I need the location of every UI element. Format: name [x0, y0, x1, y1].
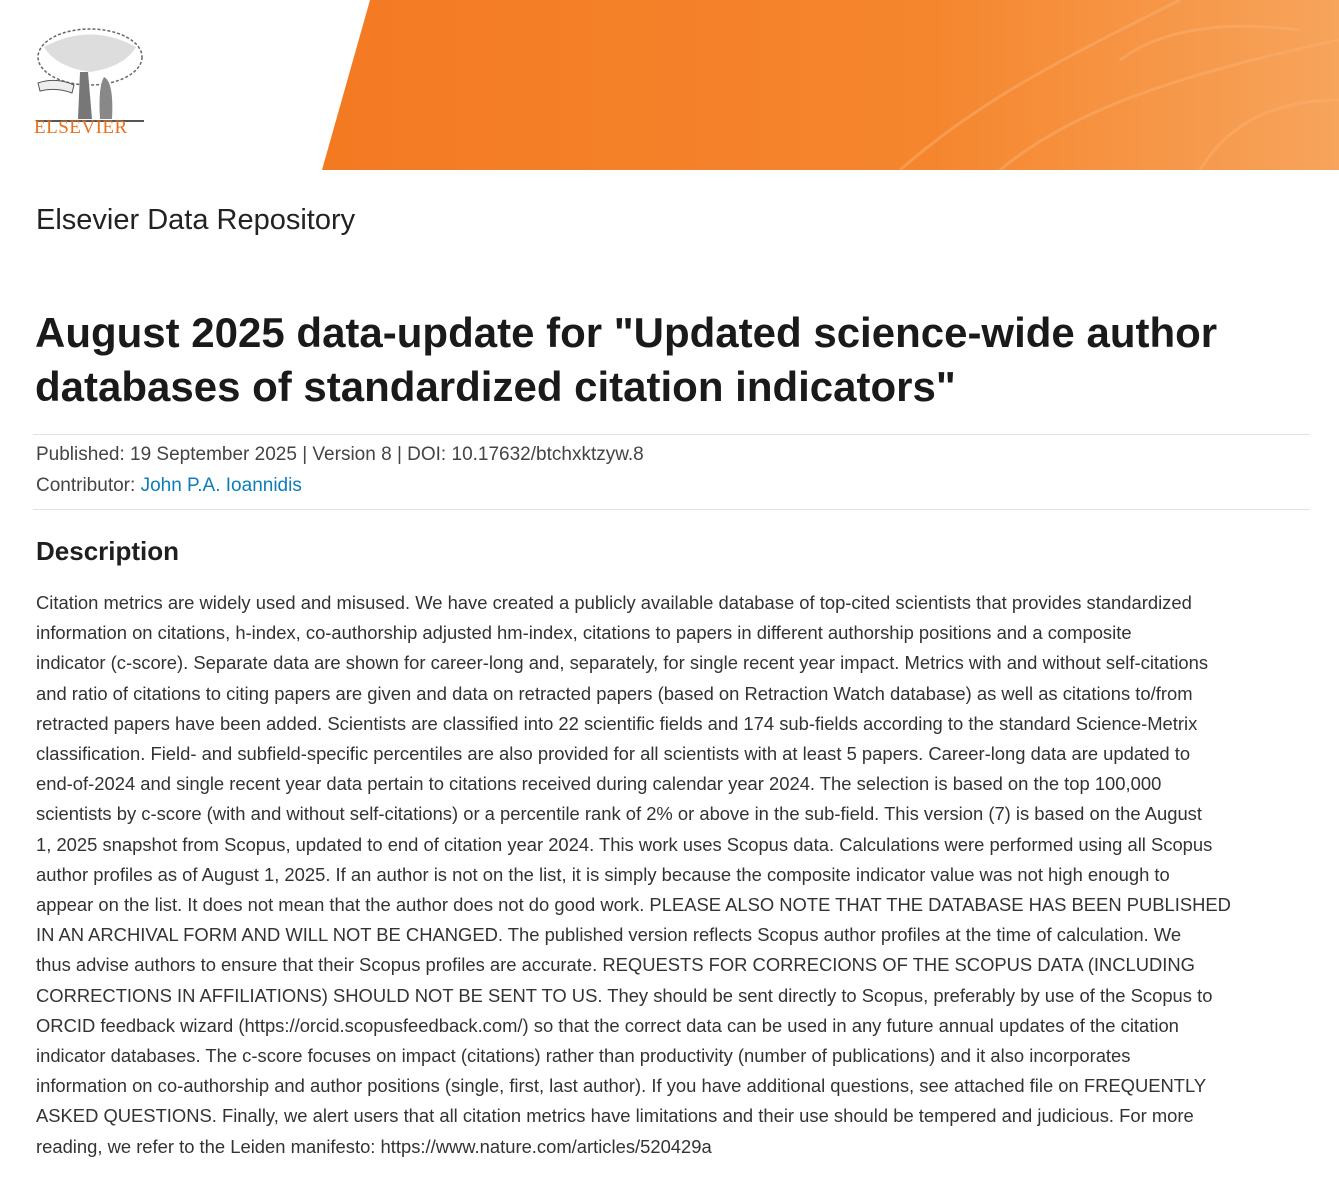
doi-label: DOI:: [407, 444, 447, 465]
description-line: IN AN ARCHIVAL FORM AND WILL NOT BE CHAN…: [36, 924, 1182, 946]
doi: 10.17632/btchxktzyw.8: [451, 444, 644, 465]
description-line: information on citations, h-index, co-au…: [36, 622, 1132, 644]
description-heading: Description: [36, 536, 180, 566]
description-line: scientists by c-score (with and without …: [36, 803, 1202, 825]
description-line: indicator databases. The c-score focuses…: [36, 1045, 1131, 1067]
contributor-link[interactable]: John P.A. Ioannidis: [140, 475, 302, 496]
published-date: 19 September 2025: [130, 444, 297, 465]
description-line: end-of-2024 and single recent year data …: [36, 773, 1162, 795]
elsevier-tree-logo: [36, 28, 144, 122]
description-line: reading, we refer to the Leiden manifest…: [36, 1135, 712, 1157]
description-line: classification. Field- and subfield-spec…: [36, 743, 1191, 765]
orange-banner-graphic: [322, 0, 1339, 170]
repository-name[interactable]: Elsevier Data Repository: [36, 204, 356, 236]
description-line: information on co-authorship and author …: [36, 1075, 1207, 1097]
page-title: August 2025 data-update for "Updated sci…: [35, 309, 1218, 410]
description-line: ORCID feedback wizard (https://orcid.sco…: [36, 1014, 1179, 1036]
description-line: ASKED QUESTIONS. Finally, we alert users…: [36, 1105, 1194, 1127]
description-line: retracted papers have been added. Scient…: [36, 712, 1198, 734]
contributor-label: Contributor:: [36, 475, 136, 496]
divider: [33, 434, 1310, 435]
divider: [33, 509, 1310, 510]
published-label: Published:: [36, 444, 125, 465]
description-line: thus advise authors to ensure that their…: [36, 954, 1195, 976]
publication-meta: Published: 19 September 2025 | Version 8…: [36, 444, 644, 465]
description-line: CORRECTIONS IN AFFILIATIONS) SHOULD NOT …: [36, 984, 1213, 1006]
description-line: Citation metrics are widely used and mis…: [36, 592, 1192, 613]
version: Version 8: [312, 444, 392, 465]
elsevier-wordmark: ELSEVIER: [34, 117, 128, 138]
description-text: Citation metrics are widely used and mis…: [36, 588, 1231, 1162]
description-line: appear on the list. It does not mean tha…: [36, 894, 1231, 916]
description-line: 1, 2025 snapshot from Scopus, updated to…: [36, 833, 1213, 855]
description-line: author profiles as of August 1, 2025. If…: [36, 863, 1170, 885]
description-line: and ratio of citations to citing papers …: [36, 682, 1193, 704]
contributor-row: Contributor: John P.A. Ioannidis: [36, 475, 302, 497]
description-line: indicator (c-score). Separate data are s…: [36, 652, 1209, 674]
header-banner: ELSEVIER: [0, 0, 1339, 170]
